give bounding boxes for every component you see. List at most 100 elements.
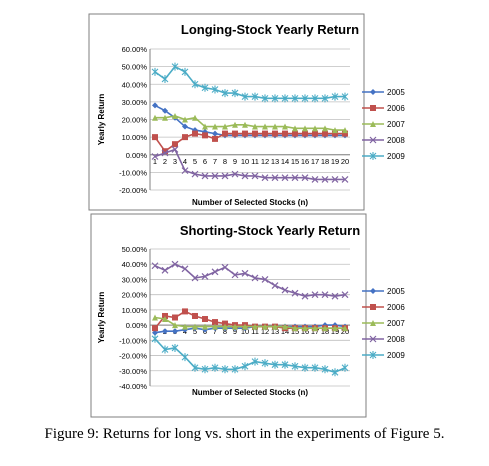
chart0-point-2009 — [271, 94, 279, 103]
chart0-point-2006 — [342, 130, 348, 137]
chart1-point-2008 — [181, 265, 189, 273]
chart0-xlabel: Number of Selected Stocks (n) — [192, 198, 308, 207]
chart0-xtick-label: 15 — [291, 157, 299, 166]
chart1-xtick-label: 20 — [341, 327, 349, 336]
chart0-point-2006 — [252, 130, 258, 137]
chart1-xlabel: Number of Selected Stocks (n) — [192, 388, 308, 397]
chart1-series-2009 — [151, 334, 349, 377]
chart1-point-2009 — [311, 363, 319, 372]
chart1-point-2008 — [191, 274, 199, 282]
chart1-point-2007 — [292, 325, 298, 332]
chart0-ytick-label: 0.00% — [126, 151, 148, 160]
chart0-point-2006 — [172, 141, 178, 148]
chart0-point-2009 — [321, 94, 329, 103]
chart1-series-2008 — [151, 260, 349, 300]
chart1-ytick-label: -30.00% — [119, 367, 147, 376]
chart0-ytick-label: -20.00% — [119, 186, 147, 195]
chart1-point-2007 — [322, 325, 328, 332]
chart1-point-2006 — [162, 312, 168, 319]
chart0-point-2009 — [161, 74, 169, 83]
chart0-point-2007 — [202, 123, 208, 130]
chart0-xtick-label: 16 — [301, 157, 309, 166]
chart1-point-2009 — [201, 365, 209, 374]
chart1-xtick-label: 10 — [241, 327, 249, 336]
chart1-xtick-label: 8 — [223, 327, 227, 336]
chart0-point-2007 — [322, 125, 328, 132]
chart0-ytick-label: 20.00% — [122, 116, 148, 125]
chart1-point-2007 — [332, 325, 338, 332]
chart1-legend-marker — [370, 288, 376, 294]
chart1-point-2008 — [321, 291, 329, 299]
chart1-point-2005 — [162, 328, 168, 335]
chart1-point-2009 — [241, 362, 249, 371]
chart1-point-2008 — [231, 271, 239, 279]
shorting-stock-chart-svg: Shorting-Stock Yearly Return Yearly Retur… — [90, 213, 405, 418]
chart1-xtick-label: 9 — [233, 327, 237, 336]
chart1-ytick-label: 40.00% — [122, 260, 148, 269]
chart0-point-2006 — [152, 134, 158, 141]
chart1-point-2008 — [341, 291, 349, 299]
chart1-point-2006 — [222, 320, 228, 327]
chart0-point-2008 — [261, 174, 269, 182]
chart0-series-2008 — [151, 146, 349, 183]
chart0-ylabel: Yearly Return — [97, 94, 106, 146]
chart1-point-2007 — [262, 323, 268, 330]
chart1-ytick-label: 30.00% — [122, 275, 148, 284]
longing-stock-chart-svg: Longing-Stock Yearly Return Yearly Return… — [88, 13, 405, 211]
chart1-point-2009 — [301, 363, 309, 372]
chart0-point-2008 — [341, 176, 349, 183]
chart0-point-2009 — [171, 62, 179, 71]
chart0-legend-marker — [370, 89, 376, 95]
chart1-point-2009 — [341, 363, 349, 372]
chart0-legend-label: 2008 — [387, 136, 405, 145]
chart1-point-2007 — [192, 323, 198, 330]
chart0-point-2009 — [261, 94, 269, 103]
chart0-point-2007 — [162, 114, 168, 121]
chart1-legend-marker — [370, 304, 376, 310]
chart1-ytick-label: 20.00% — [122, 291, 148, 300]
chart0-legend-marker — [370, 105, 376, 111]
chart1-point-2007 — [252, 323, 258, 330]
chart0-point-2008 — [251, 172, 259, 180]
chart0-series-2009 — [151, 62, 349, 103]
chart0-legend-label: 2005 — [387, 88, 405, 97]
chart1-point-2008 — [331, 292, 339, 300]
chart0-xtick-label: 2 — [163, 157, 167, 166]
chart0-xtick-label: 4 — [183, 157, 187, 166]
chart1-xtick-label: 18 — [321, 327, 329, 336]
chart0-point-2009 — [251, 92, 259, 101]
chart0-point-2009 — [301, 94, 309, 103]
chart0-point-2008 — [231, 170, 239, 178]
chart0-legend-label: 2006 — [387, 104, 405, 113]
chart0-point-2008 — [271, 174, 279, 182]
chart0-point-2006 — [302, 130, 308, 137]
chart1-point-2006 — [152, 325, 158, 332]
chart1-point-2009 — [281, 360, 289, 369]
chart0-point-2007 — [272, 123, 278, 130]
longing-stock-chart: Longing-Stock Yearly Return Yearly Return… — [0, 0, 489, 215]
chart1-point-2008 — [261, 276, 269, 283]
chart1-point-2009 — [291, 362, 299, 371]
chart1-ytick-label: 10.00% — [122, 306, 148, 315]
chart1-point-2008 — [271, 282, 279, 289]
chart0-point-2005 — [182, 123, 188, 130]
chart0-point-2008 — [291, 174, 299, 182]
chart0-point-2008 — [151, 153, 159, 160]
chart1-point-2009 — [271, 360, 279, 369]
chart1-point-2009 — [181, 353, 189, 362]
chart1-point-2007 — [162, 316, 168, 323]
chart0-point-2006 — [262, 130, 268, 137]
chart0-point-2006 — [322, 130, 328, 137]
chart1-point-2006 — [202, 316, 208, 323]
chart0-point-2009 — [221, 89, 229, 98]
chart1-point-2007 — [302, 325, 308, 332]
chart0-ytick-label: 40.00% — [122, 80, 148, 89]
chart1-ytick-label: -20.00% — [119, 352, 147, 361]
chart1-point-2007 — [282, 323, 288, 330]
chart0-legend-label: 2009 — [387, 152, 405, 161]
chart1-legend-label: 2005 — [387, 287, 405, 296]
chart1-ytick-label: 50.00% — [122, 245, 148, 254]
chart0-point-2009 — [201, 83, 209, 92]
chart1-legend-label: 2007 — [387, 319, 405, 328]
chart1-xtick-label: 14 — [281, 327, 289, 336]
